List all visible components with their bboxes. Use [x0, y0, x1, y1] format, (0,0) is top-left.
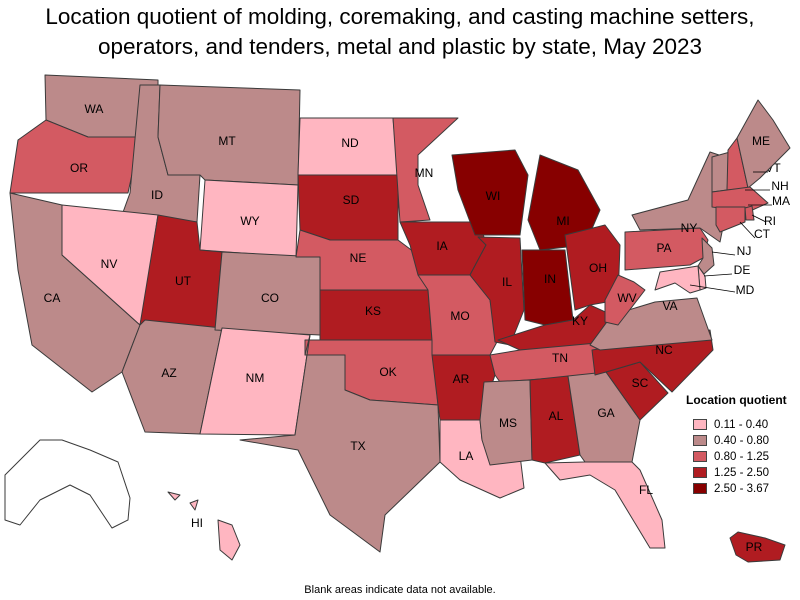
label-leader-line: [689, 284, 736, 293]
legend-item: 0.80 - 1.25: [686, 449, 798, 464]
state-fl: [544, 461, 666, 549]
state-pr: [729, 531, 786, 563]
legend-label: 1.25 - 2.50: [714, 466, 769, 479]
legend-swatch: [693, 467, 707, 478]
footnote: Blank areas indicate data not available.: [304, 584, 496, 596]
state-label-nj: NJ: [737, 244, 752, 258]
legend-item: 0.11 - 0.40: [686, 417, 798, 432]
legend-label: 0.11 - 0.40: [714, 418, 769, 431]
state-ct: [715, 206, 746, 233]
state-label-hi: HI: [191, 516, 203, 530]
label-leader-line: [751, 214, 767, 223]
state-ma: [711, 186, 769, 213]
legend-label: 2.50 - 3.67: [714, 482, 769, 495]
legend-item: 0.40 - 0.80: [686, 433, 798, 448]
state-wv: [604, 274, 646, 326]
state-co: [214, 251, 321, 336]
state-wy: [199, 179, 299, 258]
state-ak: [4, 439, 131, 529]
label-leader-line: [711, 251, 736, 256]
legend-swatch: [693, 435, 707, 446]
label-leader-line: [703, 273, 733, 277]
state-label-ri: RI: [764, 214, 776, 228]
legend-title: Location quotient: [686, 393, 787, 407]
state-ms: [479, 379, 533, 466]
state-label-nh: NH: [771, 179, 788, 193]
state-ri: [744, 205, 755, 221]
state-in: [521, 249, 574, 326]
state-nd: [297, 117, 399, 176]
state-pa: [624, 227, 709, 271]
state-mn: [392, 117, 459, 223]
legend-label: 0.40 - 0.80: [714, 434, 769, 447]
legend-label: 0.80 - 1.25: [714, 450, 769, 463]
state-hi: [167, 491, 181, 501]
state-sd: [297, 174, 399, 241]
state-hi: [217, 519, 241, 561]
state-label-md: MD: [736, 283, 755, 297]
legend-item: 2.50 - 3.67: [686, 481, 798, 496]
legend-item: 1.25 - 2.50: [686, 465, 798, 480]
state-label-de: DE: [734, 263, 751, 277]
state-tx: [239, 334, 441, 553]
state-or: [9, 119, 141, 194]
state-al: [529, 375, 581, 464]
state-il: [469, 236, 525, 346]
state-label-ct: CT: [754, 227, 771, 241]
state-md: [654, 265, 701, 294]
legend-swatch: [693, 451, 707, 462]
state-hi: [189, 499, 199, 511]
legend-swatch: [693, 483, 707, 494]
state-wi: [451, 149, 529, 236]
state-mt: [157, 84, 301, 186]
state-label-ma: MA: [772, 194, 790, 208]
label-leader-line: [739, 221, 756, 239]
map-title: Location quotient of molding, coremaking…: [45, 4, 755, 59]
legend: Location quotient 0.11 - 0.40 0.40 - 0.8…: [686, 393, 798, 497]
legend-swatch: [693, 419, 707, 430]
state-me: [736, 99, 791, 189]
state-ks: [319, 289, 433, 341]
